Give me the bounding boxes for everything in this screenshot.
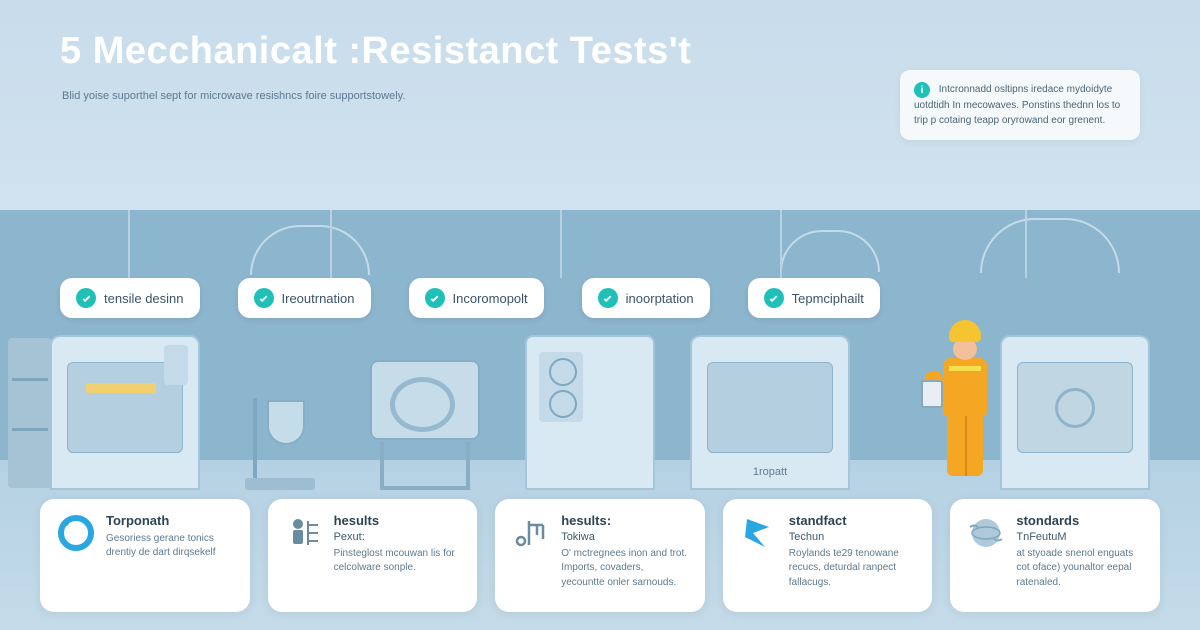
chemistry-rig — [235, 370, 325, 490]
result-card-3: hesults: Tokiwa O' mctregnees inon and t… — [495, 499, 705, 613]
machine-impact: 1ropatt — [690, 335, 850, 490]
card-subtitle: Tokiwa — [561, 531, 689, 543]
control-cabinet — [525, 335, 655, 490]
worker-tablet — [921, 380, 943, 408]
connector-line — [330, 210, 332, 278]
card-subtitle: TnFeutuM — [1016, 531, 1144, 543]
check-icon — [254, 288, 274, 308]
step-pill-3: Incoromopolt — [409, 278, 544, 318]
callout-text: Intcronnadd osltipns iredace mydoidyte u… — [914, 84, 1120, 126]
monitor-screen — [370, 360, 480, 440]
step-pill-5: Tepmciphailt — [748, 278, 880, 318]
step-pill-2: Ireoutrnation — [238, 278, 371, 318]
connector-line — [1025, 210, 1027, 278]
pill-label: Incoromopolt — [453, 291, 528, 306]
check-icon — [598, 288, 618, 308]
card-title: hesults — [334, 513, 462, 528]
worker-helmet — [949, 320, 981, 342]
results-card-row: Torponath Gesoriess gerane tonics drenti… — [40, 499, 1160, 613]
rig-stand — [253, 398, 257, 478]
connector-line — [560, 210, 562, 278]
pill-label: tensile desinn — [104, 291, 184, 306]
shard-icon — [739, 513, 779, 553]
machine-thermal — [1000, 335, 1150, 490]
connector-line — [128, 210, 130, 278]
card-title: standfact — [789, 513, 917, 528]
monitor-unit — [360, 350, 490, 490]
result-card-4: standfact Techun Roylands te29 tenowane … — [723, 499, 933, 613]
worker-vest — [943, 358, 987, 416]
card-title: hesults: — [561, 513, 689, 528]
worker-legs — [947, 414, 983, 476]
bracket-icon — [511, 513, 551, 553]
pill-label: Ireoutrnation — [282, 291, 355, 306]
info-callout: i Intcronnadd osltipns iredace mydoidyte… — [900, 70, 1140, 140]
result-card-5: stondards TnFeutuM at styoade snenol eng… — [950, 499, 1160, 613]
technician-icon — [284, 513, 324, 553]
rig-base — [245, 478, 315, 490]
check-icon — [76, 288, 96, 308]
machine-window — [707, 362, 833, 453]
sphere-icon — [966, 513, 1006, 553]
step-pill-1: tensile desinn — [60, 278, 200, 318]
machine-label: 1ropatt — [692, 466, 848, 478]
result-card-2: hesults Pexut: Pinsteglost mcouwan lis f… — [268, 499, 478, 613]
card-subtitle: Techun — [789, 531, 917, 543]
card-title: Torponath — [106, 513, 234, 528]
card-body: Pinsteglost mcouwan lis for celcolware s… — [334, 547, 462, 576]
page-subtitle: Blid yoise suporthel sept for microwave … — [62, 90, 405, 102]
machine-window — [1017, 362, 1133, 453]
ring-icon — [56, 513, 96, 553]
card-body: Roylands te29 tenowane recucs, deturdal … — [789, 547, 917, 591]
pill-label: Tepmciphailt — [792, 291, 864, 306]
machine-tensile — [50, 335, 200, 490]
card-body: at styoade snenol enguats cot oface) you… — [1016, 547, 1144, 591]
cabinet-controls — [539, 352, 583, 422]
monitor-legs — [380, 442, 470, 490]
check-icon — [425, 288, 445, 308]
shelf-furniture — [8, 338, 52, 488]
step-pill-4: inoorptation — [582, 278, 710, 318]
chamber-port — [1055, 388, 1095, 428]
result-card-1: Torponath Gesoriess gerane tonics drenti… — [40, 499, 250, 613]
connector-line — [780, 210, 782, 278]
page-title: 5 Mecchanicalt :Resistanct Tests't — [60, 30, 691, 73]
card-title: stondards — [1016, 513, 1144, 528]
step-pill-row: tensile desinn Ireoutrnation Incoromopol… — [60, 278, 1170, 318]
card-body: O' mctregnees inon and trot. Imports, co… — [561, 547, 689, 591]
pill-label: inoorptation — [626, 291, 694, 306]
info-icon: i — [914, 82, 930, 98]
card-subtitle: Pexut: — [334, 531, 462, 543]
rig-flask — [267, 400, 305, 445]
machine-panel — [164, 345, 188, 385]
card-body: Gesoriess gerane tonics drentiy de dart … — [106, 532, 234, 561]
worker-figure — [935, 320, 995, 485]
sample-bar — [86, 383, 156, 393]
check-icon — [764, 288, 784, 308]
